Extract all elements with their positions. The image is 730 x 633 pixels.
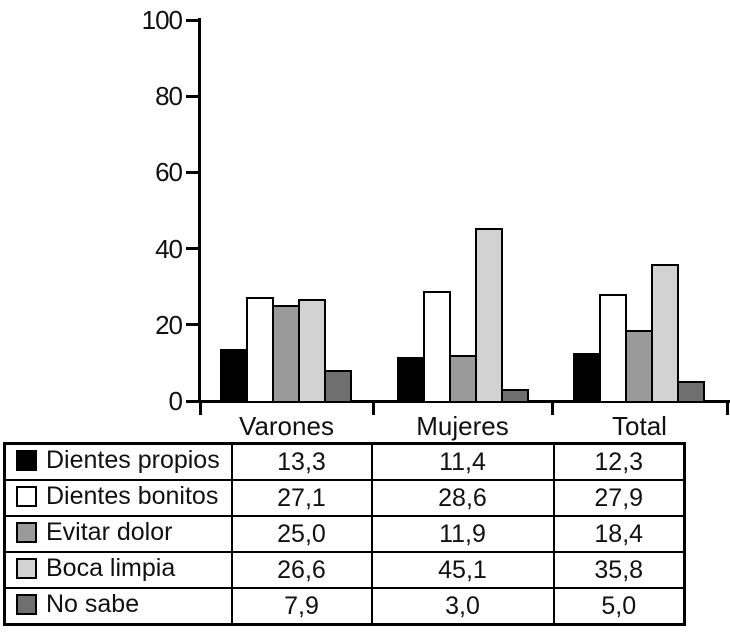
x-axis-label-mujeres: Mujeres bbox=[416, 411, 509, 441]
value-cell: 7,9 bbox=[230, 587, 373, 626]
value-cell: 5,0 bbox=[552, 587, 686, 626]
legend-cell: Boca limpia bbox=[3, 551, 233, 589]
table-row: No sabe 7,9 3,0 5,0 bbox=[3, 587, 686, 626]
y-tick bbox=[186, 323, 198, 327]
legend-cell: Evitar dolor bbox=[3, 515, 233, 553]
bar-mujeres-evitar-dolor bbox=[449, 355, 477, 403]
bar-varones-boca-limpia bbox=[298, 299, 326, 403]
legend-swatch-icon bbox=[16, 522, 37, 543]
bar-varones-dientes-bonitos bbox=[246, 297, 274, 403]
bar-total-boca-limpia bbox=[651, 264, 679, 403]
table-row: Dientes propios 13,3 11,4 12,3 bbox=[3, 442, 686, 481]
legend-entry: Evitar dolor bbox=[16, 518, 172, 547]
legend-entry: No sabe bbox=[16, 590, 139, 619]
x-tick bbox=[726, 400, 729, 415]
legend-label: Dientes propios bbox=[46, 446, 220, 474]
bar-mujeres-dientes-propios bbox=[397, 357, 425, 403]
x-axis-label-varones: Varones bbox=[239, 411, 334, 441]
table-row: Boca limpia 26,6 45,1 35,8 bbox=[3, 551, 686, 589]
bar-mujeres-dientes-bonitos bbox=[423, 291, 451, 403]
y-tick-label: 0 bbox=[168, 386, 183, 416]
y-tick-label: 80 bbox=[155, 81, 183, 112]
bar-total-no-sabe bbox=[677, 381, 705, 403]
bar-group-mujeres bbox=[397, 228, 529, 403]
x-tick bbox=[372, 400, 375, 415]
legend-cell: Dientes bonitos bbox=[3, 479, 233, 517]
bar-mujeres-boca-limpia bbox=[475, 228, 503, 403]
legend-entry: Dientes propios bbox=[16, 446, 220, 475]
value-cell: 27,9 bbox=[552, 479, 686, 517]
legend-entry: Boca limpia bbox=[16, 554, 175, 583]
value-cell: 11,4 bbox=[370, 442, 555, 481]
legend-swatch-icon bbox=[16, 450, 37, 471]
table-row: Dientes bonitos 27,1 28,6 27,9 bbox=[3, 479, 686, 517]
bar-chart: 0 20 40 60 80 100 Varones Mujeres Total bbox=[141, 5, 730, 441]
value-cell: 28,6 bbox=[370, 479, 555, 517]
y-tick bbox=[186, 94, 198, 98]
value-cell: 27,1 bbox=[230, 479, 373, 517]
y-tick-label: 20 bbox=[155, 309, 183, 340]
legend-label: Dientes bonitos bbox=[46, 482, 219, 510]
bar-total-dientes-bonitos bbox=[599, 294, 627, 403]
table-row: Evitar dolor 25,0 11,9 18,4 bbox=[3, 515, 686, 553]
y-tick bbox=[186, 247, 198, 251]
x-tick bbox=[199, 400, 202, 415]
legend-label: Evitar dolor bbox=[46, 518, 173, 546]
y-tick-label: 60 bbox=[155, 157, 183, 188]
value-cell: 13,3 bbox=[230, 442, 373, 481]
bar-total-evitar-dolor bbox=[625, 330, 653, 403]
legend-entry: Dientes bonitos bbox=[16, 482, 218, 511]
legend-label: Boca limpia bbox=[46, 554, 176, 582]
y-tick-label: 100 bbox=[141, 5, 183, 35]
legend-cell: Dientes propios bbox=[3, 442, 233, 481]
value-cell: 45,1 bbox=[370, 551, 555, 589]
data-table: Dientes propios 13,3 11,4 12,3 Dientes bonit… bbox=[3, 442, 686, 626]
bar-varones-evitar-dolor bbox=[272, 305, 300, 403]
value-cell: 26,6 bbox=[230, 551, 373, 589]
value-cell: 11,9 bbox=[370, 515, 555, 553]
y-tick bbox=[186, 399, 198, 403]
y-axis bbox=[198, 18, 201, 403]
value-cell: 25,0 bbox=[230, 515, 373, 553]
x-axis-label-total: Total bbox=[612, 411, 667, 441]
y-tick bbox=[186, 18, 198, 22]
value-cell: 3,0 bbox=[370, 587, 555, 626]
legend-label: No sabe bbox=[46, 590, 140, 618]
legend-swatch-icon bbox=[16, 486, 37, 507]
legend-cell: No sabe bbox=[3, 587, 233, 626]
value-cell: 35,8 bbox=[552, 551, 686, 589]
bar-total-dientes-propios bbox=[573, 353, 601, 403]
y-tick-label: 40 bbox=[155, 233, 183, 264]
value-cell: 18,4 bbox=[552, 515, 686, 553]
bar-mujeres-no-sabe bbox=[501, 389, 529, 403]
x-tick bbox=[551, 400, 554, 415]
bar-group-varones bbox=[220, 297, 352, 403]
bar-group-total bbox=[573, 264, 705, 403]
y-tick bbox=[186, 170, 198, 174]
bar-varones-dientes-propios bbox=[220, 349, 248, 403]
bar-varones-no-sabe bbox=[324, 370, 352, 403]
legend-swatch-icon bbox=[16, 558, 37, 579]
legend-swatch-icon bbox=[16, 594, 37, 615]
value-cell: 12,3 bbox=[552, 442, 686, 481]
